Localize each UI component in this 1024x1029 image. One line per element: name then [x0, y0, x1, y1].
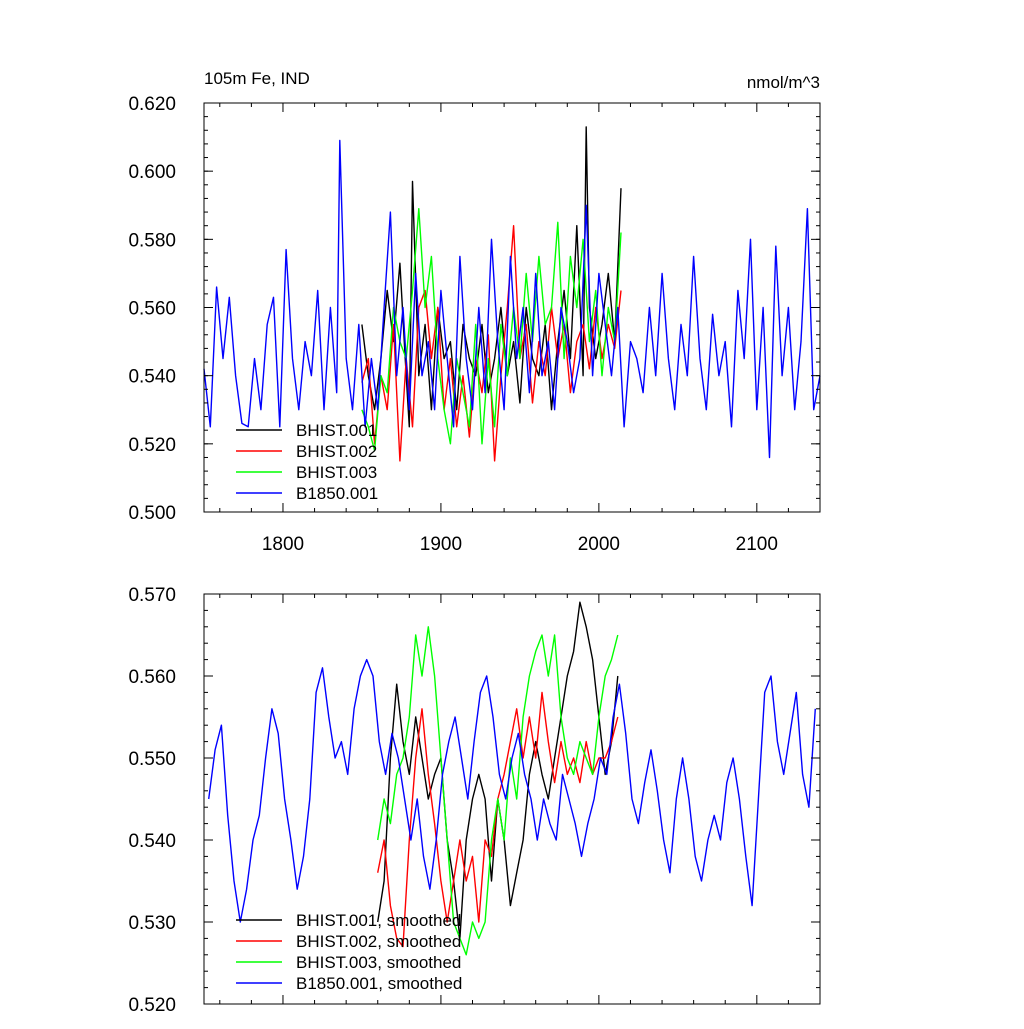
bottom-series-bhist-003-smoothed — [377, 626, 619, 956]
top-series-group — [203, 126, 821, 462]
top-x-tick-label: 1800 — [262, 534, 304, 555]
bottom-y-tick-label: 0.550 — [128, 749, 176, 770]
bottom-legend: BHIST.001, smoothed BHIST.002, smoothed BH… — [236, 911, 462, 993]
top-legend-label: BHIST.003 — [296, 463, 377, 482]
plot-title-left: 105m Fe, IND — [204, 69, 310, 88]
top-y-tick-label: 0.620 — [128, 94, 176, 115]
bottom-axes: 0.520 0.530 0.540 0.550 0.560 0.570 — [128, 585, 821, 1016]
bottom-y-tick-label: 0.560 — [128, 667, 176, 688]
top-x-tick-label: 2100 — [736, 534, 778, 555]
plot-units-label: nmol/m^3 — [747, 73, 820, 92]
bottom-panel: 0.520 0.530 0.540 0.550 0.560 0.570 BHIST.001… — [128, 585, 821, 1016]
top-legend-label: BHIST.002 — [296, 442, 377, 461]
top-y-tick-label: 0.540 — [128, 367, 176, 388]
top-legend-label: BHIST.001 — [296, 421, 377, 440]
bottom-y-tick-label: 0.530 — [128, 913, 176, 934]
bottom-legend-label: B1850.001, smoothed — [296, 974, 462, 993]
top-y-tick-label: 0.500 — [128, 503, 176, 524]
top-y-tick-label: 0.520 — [128, 435, 176, 456]
top-y-tick-label: 0.600 — [128, 162, 176, 183]
bottom-y-tick-label: 0.540 — [128, 831, 176, 852]
top-plot-frame — [203, 102, 821, 513]
bottom-legend-label: BHIST.003, smoothed — [296, 953, 461, 972]
top-panel: 105m Fe, IND nmol/m^3 0.500 0.520 0.540 0.5… — [128, 69, 821, 555]
bottom-legend-label: BHIST.001, smoothed — [296, 911, 461, 930]
top-x-tick-label: 1900 — [420, 534, 462, 555]
bottom-y-tick-label: 0.570 — [128, 585, 176, 606]
top-series-bhist-003 — [361, 207, 622, 452]
bottom-y-tick-label: 0.520 — [128, 995, 176, 1016]
top-legend-label: B1850.001 — [296, 484, 378, 503]
top-y-tick-label: 0.560 — [128, 299, 176, 320]
top-y-tick-label: 0.580 — [128, 230, 176, 251]
top-x-tick-label: 2000 — [578, 534, 620, 555]
bottom-legend-label: BHIST.002, smoothed — [296, 932, 461, 951]
top-series-b1850-001 — [203, 139, 821, 459]
bottom-series-group — [208, 601, 816, 956]
bottom-plot-frame — [203, 593, 821, 1005]
top-series-bhist-001 — [361, 126, 622, 428]
bottom-series-b1850-001-smoothed — [208, 658, 816, 923]
top-legend: BHIST.001 BHIST.002 BHIST.003 B1850.001 — [236, 421, 378, 503]
